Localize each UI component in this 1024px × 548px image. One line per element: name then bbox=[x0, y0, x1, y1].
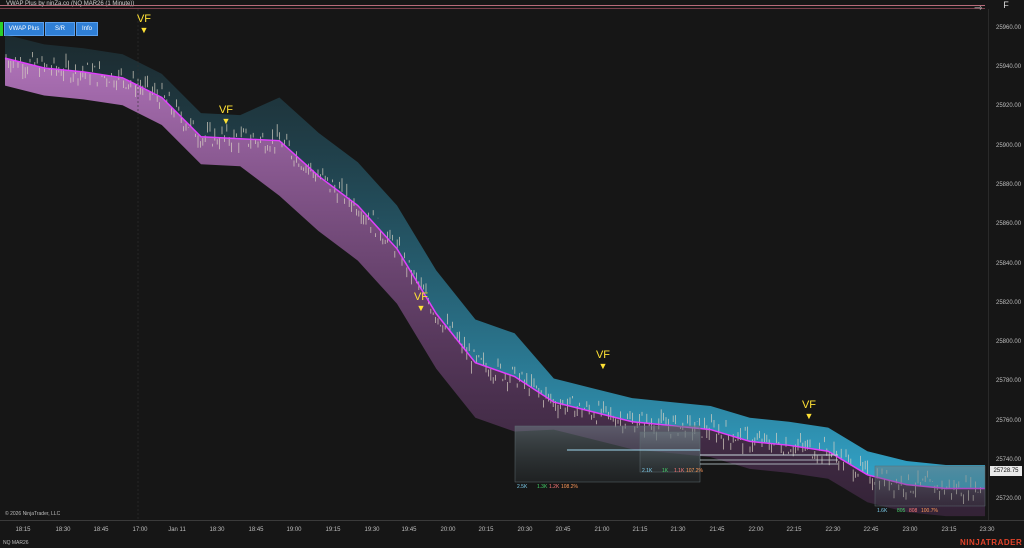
price-tick-label: 25760.00 bbox=[996, 417, 1022, 424]
time-tick-label: 20:00 bbox=[440, 527, 456, 533]
volume-box-total-label: 2.5K bbox=[517, 484, 528, 490]
price-tick-label: 25940.00 bbox=[996, 63, 1022, 70]
time-tick-label: 18:45 bbox=[248, 527, 264, 533]
volume-profile-box bbox=[639, 431, 701, 473]
vf-signal-marker: VF ▼ bbox=[411, 292, 431, 314]
top-resistance-line bbox=[0, 5, 985, 6]
price-tick-label: 25860.00 bbox=[996, 221, 1022, 228]
time-tick-label: 19:00 bbox=[286, 527, 302, 533]
time-tick-label: 20:30 bbox=[517, 527, 533, 533]
price-tick-label: 25880.00 bbox=[996, 181, 1022, 188]
volume-box-sell-label: 808 bbox=[909, 508, 918, 514]
current-price-marker: 25728.75 bbox=[990, 466, 1022, 476]
time-tick-label: 22:00 bbox=[748, 527, 764, 533]
down-triangle-icon: ▼ bbox=[139, 25, 149, 35]
volume-box-pct-label: 100.7% bbox=[921, 508, 938, 514]
down-triangle-icon: ▼ bbox=[598, 361, 608, 371]
price-tick-label: 25780.00 bbox=[996, 378, 1022, 385]
instrument-label: NQ MAR26 bbox=[3, 540, 29, 546]
time-tick-label: 23:00 bbox=[902, 527, 918, 533]
vf-signal-label: VF bbox=[595, 349, 611, 361]
down-triangle-icon: ▼ bbox=[804, 411, 814, 421]
down-triangle-icon: ▼ bbox=[416, 303, 426, 313]
vf-signal-marker: VF ▼ bbox=[134, 14, 154, 36]
price-tick-label: 25840.00 bbox=[996, 260, 1022, 267]
volume-box-buy-label: 1.3K bbox=[537, 484, 548, 490]
time-tick-label: 20:45 bbox=[555, 527, 571, 533]
vf-signal-marker: VF ▼ bbox=[216, 105, 236, 127]
volume-box-buy-label: 1K bbox=[662, 468, 669, 474]
time-tick-label: 20:15 bbox=[478, 527, 494, 533]
time-tick-label: 19:30 bbox=[364, 527, 380, 533]
price-tick-label: 25920.00 bbox=[996, 103, 1022, 110]
time-tick-label: 23:15 bbox=[941, 527, 957, 533]
price-chart[interactable] bbox=[0, 9, 988, 520]
copyright-text: © 2026 NinjaTrader, LLC bbox=[5, 511, 61, 517]
volume-profile-box bbox=[874, 465, 986, 507]
time-tick-label: 18:15 bbox=[15, 527, 31, 533]
vf-signal-label: VF bbox=[413, 291, 429, 303]
time-tick-label: 21:15 bbox=[632, 527, 648, 533]
time-tick-label: Jan 11 bbox=[168, 527, 186, 533]
scroll-right-icon[interactable]: ⇾ bbox=[974, 3, 983, 14]
volume-box-total-label: 1.6K bbox=[877, 508, 888, 514]
volume-box-pct-label: 108.2% bbox=[561, 484, 578, 490]
volume-box-pct-label: 107.2% bbox=[686, 468, 703, 474]
corner-label: F bbox=[1003, 0, 1009, 10]
price-tick-label: 25720.00 bbox=[996, 496, 1022, 503]
time-tick-label: 17:00 bbox=[132, 527, 148, 533]
top-resistance-line-secondary bbox=[0, 8, 985, 9]
vwap-lower-band bbox=[5, 58, 985, 517]
info-button[interactable]: Info bbox=[76, 22, 98, 36]
time-tick-label: 21:45 bbox=[709, 527, 725, 533]
time-tick-label: 22:30 bbox=[825, 527, 841, 533]
indicator-status-icon bbox=[0, 22, 3, 36]
time-axis[interactable] bbox=[0, 520, 1024, 537]
time-tick-label: 18:30 bbox=[209, 527, 225, 533]
chart-title: VWAP Plus by ninZa.co (NQ MAR26 (1 Minut… bbox=[6, 1, 135, 7]
sr-button[interactable]: S/R bbox=[45, 22, 75, 36]
time-tick-label: 21:00 bbox=[594, 527, 610, 533]
price-tick-label: 25820.00 bbox=[996, 299, 1022, 306]
vwap-plus-button[interactable]: VWAP Plus bbox=[4, 22, 44, 36]
price-tick-label: 25900.00 bbox=[996, 142, 1022, 149]
time-tick-label: 19:45 bbox=[401, 527, 417, 533]
window-title-bar: VWAP Plus by ninZa.co (NQ MAR26 (1 Minut… bbox=[0, 0, 1024, 9]
time-tick-label: 19:15 bbox=[325, 527, 341, 533]
volume-box-total-label: 2.1K bbox=[642, 468, 653, 474]
price-tick-label: 25960.00 bbox=[996, 24, 1022, 31]
price-axis[interactable] bbox=[988, 9, 1024, 520]
vf-signal-label: VF bbox=[136, 13, 152, 25]
vf-signal-label: VF bbox=[218, 104, 234, 116]
vf-signal-marker: VF ▼ bbox=[799, 400, 819, 422]
time-tick-label: 23:30 bbox=[979, 527, 995, 533]
volume-box-buy-label: 805 bbox=[897, 508, 906, 514]
price-tick-label: 25800.00 bbox=[996, 339, 1022, 346]
volume-box-sell-label: 1.2K bbox=[549, 484, 560, 490]
time-tick-label: 22:45 bbox=[863, 527, 879, 533]
vf-signal-label: VF bbox=[801, 399, 817, 411]
time-tick-label: 18:45 bbox=[93, 527, 109, 533]
ninjatrader-logo: NINJATRADER bbox=[960, 538, 1023, 547]
time-tick-label: 18:30 bbox=[55, 527, 71, 533]
down-triangle-icon: ▼ bbox=[221, 116, 231, 126]
volume-box-sell-label: 1.1K bbox=[674, 468, 685, 474]
time-tick-label: 21:30 bbox=[670, 527, 686, 533]
vwap-line bbox=[4, 57, 985, 490]
time-tick-label: 22:15 bbox=[786, 527, 802, 533]
vf-signal-marker: VF ▼ bbox=[593, 350, 613, 372]
price-tick-label: 25740.00 bbox=[996, 457, 1022, 464]
